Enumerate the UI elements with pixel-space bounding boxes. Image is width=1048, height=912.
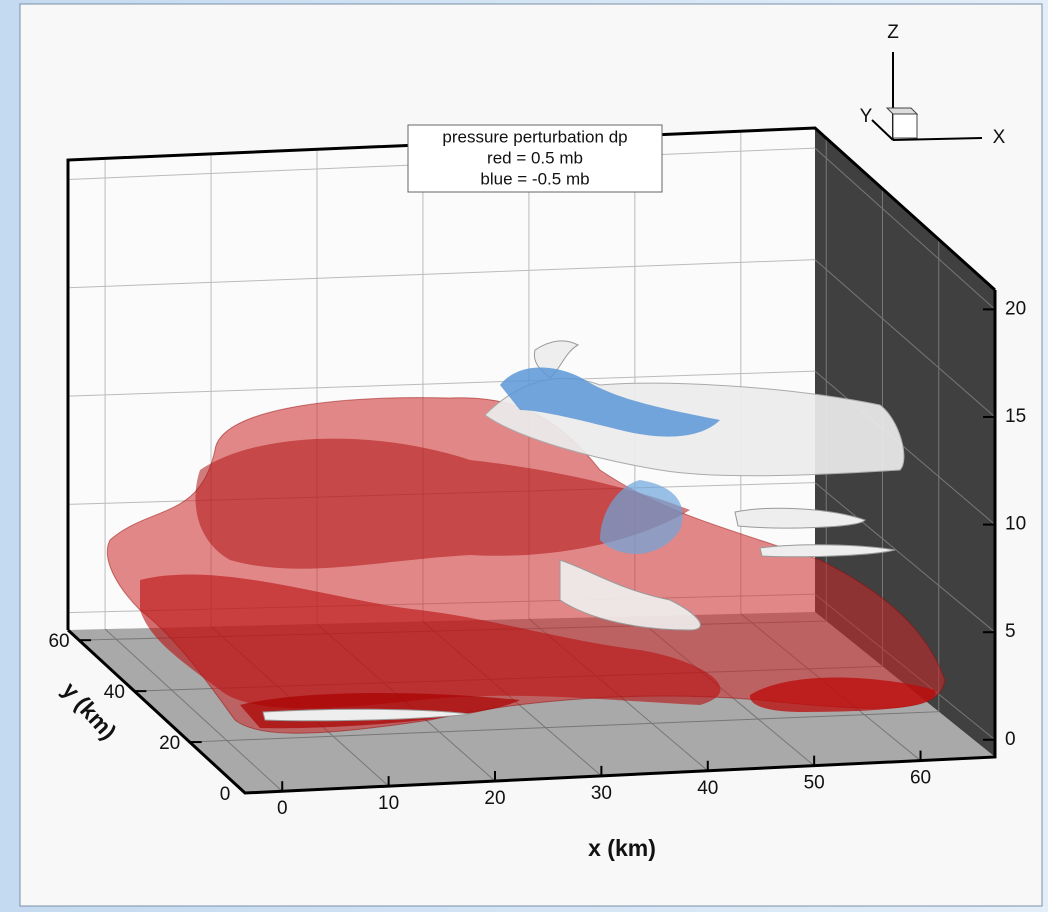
page: pressure perturbation dp red = 0.5 mb bl… [0,0,1048,912]
x-tick-label: 0 [277,798,288,819]
orientation-cube [893,114,917,138]
chart: pressure perturbation dp red = 0.5 mb bl… [0,0,1048,912]
z-tick-label: 15 [1005,406,1026,427]
z-tick-label: 20 [1005,298,1026,319]
legend-line: red = 0.5 mb [487,148,583,167]
orientation-label: Y [860,106,873,127]
y-tick-label: 20 [159,733,180,754]
z-tick-label: 5 [1005,621,1016,642]
z-tick-label: 0 [1005,729,1016,750]
legend-line: pressure perturbation dp [442,127,627,146]
orientation-label: Z [887,22,899,43]
legend-line: blue = -0.5 mb [480,169,589,188]
x-tick-label: 10 [378,793,399,814]
x-tick-label: 60 [910,768,931,789]
x-tick-label: 40 [697,778,718,799]
y-tick-label: 0 [220,784,231,805]
x-tick-label: 20 [484,788,505,809]
y-tick-label: 60 [48,631,69,652]
y-tick-label: 40 [104,682,125,703]
z-tick-label: 10 [1005,514,1026,535]
x-tick-label: 50 [804,773,825,794]
orientation-cube [887,108,917,114]
orientation-label: X [993,127,1006,148]
x-axis-label: x (km) [588,835,656,861]
x-tick-label: 30 [591,783,612,804]
